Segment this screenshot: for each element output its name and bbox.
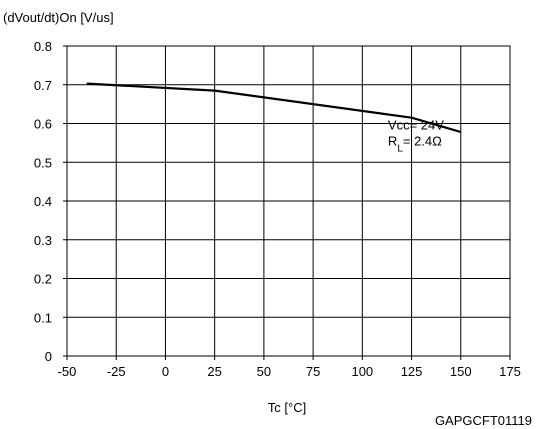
y-tick-label: 0.7 bbox=[34, 78, 52, 93]
y-tick-label: 0.4 bbox=[34, 194, 52, 209]
x-tick-label: 25 bbox=[207, 364, 221, 379]
y-tick-label: 0 bbox=[45, 349, 52, 364]
x-axis-label: Tc [°C] bbox=[268, 400, 306, 415]
series-group bbox=[86, 82, 462, 134]
annotation-rl: RL= 2.4Ω bbox=[388, 133, 442, 154]
x-tick-label: -25 bbox=[107, 364, 126, 379]
axis-ticks bbox=[63, 45, 511, 360]
x-tick-labels: -50 -25 0 25 50 75 100 125 150 175 bbox=[58, 364, 521, 379]
x-tick-label: 125 bbox=[401, 364, 423, 379]
annotation-rl-sub: L bbox=[397, 143, 403, 154]
y-tick-label: 0.1 bbox=[34, 310, 52, 325]
x-tick-label: -50 bbox=[58, 364, 77, 379]
y-axis-label: (dVout/dt)On [V/us] bbox=[3, 10, 114, 25]
x-tick-label: 75 bbox=[306, 364, 320, 379]
annotation-vcc: Vcc= 24V bbox=[388, 117, 444, 132]
x-tick-label: 175 bbox=[499, 364, 521, 379]
x-tick-label: 0 bbox=[162, 364, 169, 379]
y-tick-labels: 0 0.1 0.2 0.3 0.4 0.5 0.6 0.7 0.8 bbox=[34, 39, 52, 364]
x-tick-label: 150 bbox=[450, 364, 472, 379]
x-tick-label: 100 bbox=[351, 364, 373, 379]
y-tick-label: 0.8 bbox=[34, 39, 52, 54]
series-line bbox=[86, 82, 462, 134]
y-tick-label: 0.5 bbox=[34, 155, 52, 170]
annotation-rl-main: R bbox=[388, 133, 397, 148]
y-tick-label: 0.6 bbox=[34, 117, 52, 132]
x-tick-label: 50 bbox=[257, 364, 271, 379]
y-tick-label: 0.3 bbox=[34, 233, 52, 248]
annotation-rl-value: = 2.4Ω bbox=[403, 133, 442, 148]
figure-code: GAPGCFT01119 bbox=[435, 413, 532, 428]
y-tick-label: 0.2 bbox=[34, 272, 52, 287]
